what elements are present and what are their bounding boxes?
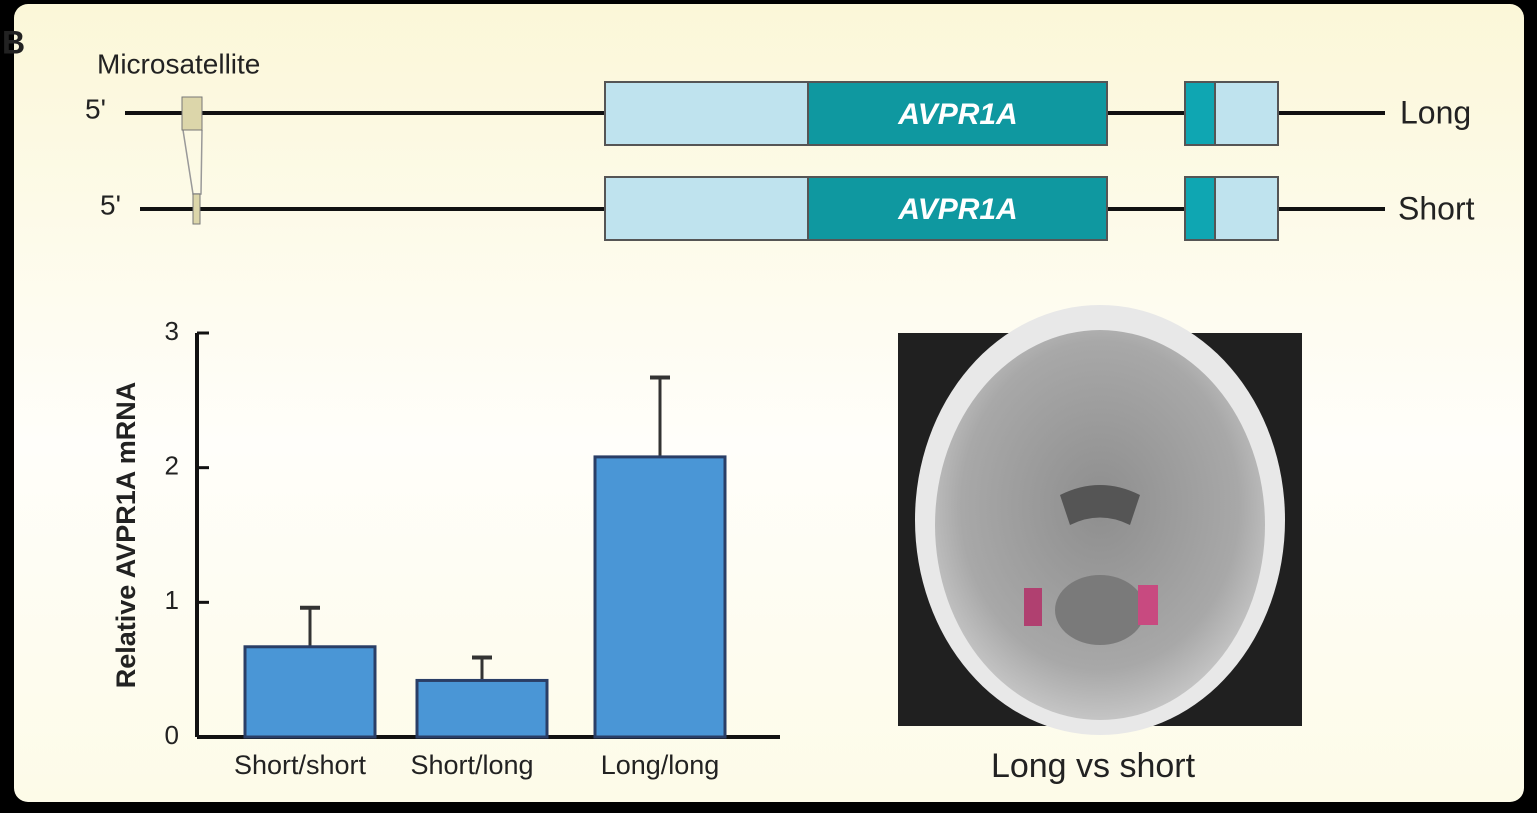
brain-tissue	[935, 330, 1265, 720]
y-tick-label: 0	[165, 720, 179, 750]
activation	[1024, 588, 1042, 626]
activation	[1138, 585, 1158, 625]
bar	[417, 680, 547, 737]
brainstem	[1055, 575, 1145, 645]
microsatellite-short	[193, 194, 200, 224]
allele-label: Long	[1400, 94, 1471, 130]
panel-label: B	[2, 24, 25, 60]
coding-exon	[1185, 82, 1215, 145]
utr-exon	[605, 177, 808, 240]
y-tick-label: 3	[165, 316, 179, 346]
five-prime: 5'	[85, 93, 106, 124]
five-prime: 5'	[100, 189, 121, 220]
gene-name: AVPR1A	[897, 98, 1017, 131]
x-tick-label: Long/long	[601, 750, 720, 780]
y-tick-label: 2	[165, 451, 179, 481]
utr-exon	[605, 82, 808, 145]
utr-exon	[1215, 82, 1278, 145]
coding-exon	[1185, 177, 1215, 240]
image-caption: Long vs short	[991, 747, 1196, 785]
y-tick-label: 1	[165, 585, 179, 615]
figure: B Microsatellite 5' 5' AVPR1A AVPR1A Lon…	[0, 0, 1537, 813]
utr-exon	[1215, 177, 1278, 240]
allele-label: Short	[1398, 190, 1475, 226]
bar	[245, 647, 375, 737]
gene-name: AVPR1A	[897, 193, 1017, 226]
microsatellite-label: Microsatellite	[97, 48, 260, 79]
x-tick-label: Short/short	[234, 750, 367, 780]
brain-image: Long vs short	[898, 305, 1302, 785]
x-tick-label: Short/long	[410, 750, 533, 780]
microsatellite-long	[182, 97, 202, 130]
bar	[595, 457, 725, 737]
y-axis-label: Relative AVPR1A mRNA	[111, 382, 141, 689]
